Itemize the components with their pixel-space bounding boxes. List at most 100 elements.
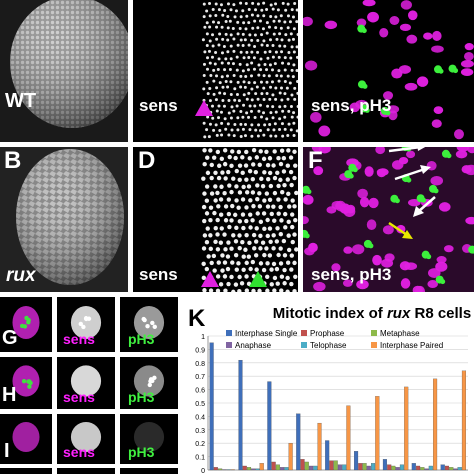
nucleus-dot	[220, 25, 224, 29]
nucleus-dot	[222, 260, 228, 265]
nucleus-dot	[219, 184, 224, 189]
nucleus-dot	[230, 105, 234, 109]
nucleus-dot	[272, 288, 277, 292]
nucleus-dot	[282, 267, 287, 273]
nucleus-dot	[208, 14, 212, 18]
bar-prophase	[358, 463, 363, 471]
nucleus-dot	[271, 43, 275, 47]
nucleus-dot	[278, 246, 283, 251]
bar-telophase	[428, 465, 433, 471]
nucleus-dot	[243, 122, 247, 126]
nucleus-dot	[220, 253, 225, 258]
nucleus-dot	[284, 33, 288, 37]
nucleus-dot	[237, 288, 242, 292]
nucleus-dot	[262, 39, 266, 43]
nucleus-dot	[435, 261, 448, 272]
nucleus-dot	[258, 149, 263, 154]
nucleus-dot	[292, 50, 296, 54]
nucleus-dot	[258, 19, 262, 23]
nucleus-dot	[279, 14, 283, 18]
nucleus-dot	[281, 169, 287, 174]
nucleus-dot	[304, 60, 318, 71]
nucleus-dot	[368, 197, 379, 209]
nucleus-dot	[255, 211, 260, 216]
nucleus-dot	[356, 18, 367, 27]
nucleus-dot	[294, 247, 298, 252]
nucleus-dot	[259, 115, 263, 119]
panel-i-merge: I	[0, 414, 52, 464]
nucleus-dot	[231, 27, 235, 31]
nucleus-dot	[264, 191, 270, 196]
nucleus-dot	[262, 98, 266, 102]
nucleus-dot	[212, 68, 216, 72]
panel-k-chart: K Mitotic index of rux R8 cells 0 0.1 0.2 0…	[186, 296, 474, 474]
nucleus-dot	[229, 274, 234, 280]
nucleus-dot	[228, 68, 232, 72]
nucleus-dot	[278, 261, 284, 266]
nucleus-dot	[287, 109, 291, 113]
nucleus-dot	[205, 155, 210, 160]
nucleus-dot	[271, 7, 275, 11]
legend-item: Telophase	[301, 341, 347, 350]
merge-nucleus-image	[12, 306, 40, 339]
nucleus-dot	[207, 135, 211, 139]
nucleus-dot	[233, 282, 239, 287]
nucleus-dot	[256, 97, 260, 101]
nucleus-dot	[430, 175, 444, 186]
panel-h-sens-label: sens	[63, 389, 95, 405]
nucleus-dot	[237, 245, 242, 251]
nucleus-dot	[244, 260, 249, 266]
nucleus-dot	[233, 212, 238, 218]
nucleus-dot	[252, 246, 257, 251]
nucleus-dot	[256, 26, 260, 30]
nucleus-dot	[283, 104, 287, 108]
nucleus-dot	[255, 183, 260, 188]
nucleus-dot	[331, 263, 341, 272]
nucleus-dot	[226, 85, 230, 89]
nucleus-dot	[346, 204, 356, 214]
rux-eye-sem-image	[0, 147, 128, 292]
nucleus-dot	[223, 68, 227, 72]
bar-interphase-single	[354, 451, 359, 471]
nucleus-dot	[201, 204, 207, 210]
nucleus-dot	[217, 21, 221, 25]
nucleus-dot	[266, 128, 270, 132]
nucleus-dot	[295, 68, 298, 72]
nucleus-dot	[222, 161, 228, 167]
nucleus-dot	[263, 63, 267, 67]
nucleus-dot	[280, 122, 284, 126]
nucleus-dot	[202, 15, 206, 19]
nucleus-dot	[276, 211, 281, 216]
nucleus-dot	[279, 274, 285, 279]
y-tick-label: 0.4	[195, 414, 205, 421]
nucleus-dot	[215, 25, 219, 29]
nucleus-dot	[243, 134, 247, 138]
nucleus-dot	[233, 155, 238, 161]
bar-interphase-single	[267, 381, 272, 471]
nucleus-dot	[239, 110, 243, 114]
nucleus-dot	[214, 98, 218, 102]
bar-anaphase	[366, 465, 371, 471]
nucleus-dot	[226, 197, 232, 202]
nucleus-dot	[250, 38, 254, 42]
nucleus-dot	[272, 149, 277, 154]
nucleus-dot	[219, 3, 223, 7]
mitotic-cell-dot	[306, 189, 312, 195]
nucleus-dot	[241, 254, 246, 259]
chart-title-prefix: Mitotic index of	[273, 305, 387, 322]
nucleus-dot	[250, 123, 254, 127]
nucleus-dot	[391, 68, 403, 79]
nucleus-dot	[224, 57, 228, 61]
panel-k-letter: K	[188, 305, 206, 332]
bar-anaphase	[280, 467, 285, 471]
panel-b-rux-eye-sem: B rux	[0, 147, 128, 292]
nucleus-dot	[291, 37, 295, 41]
nucleus-dot	[356, 279, 369, 290]
mitotic-cell-dot	[438, 68, 444, 74]
nucleus-dot	[289, 128, 293, 132]
nucleus-dot	[222, 104, 226, 108]
nucleus-dot	[280, 190, 285, 195]
nucleus-dot	[331, 200, 343, 210]
nucleus-dot	[283, 56, 287, 60]
nucleus-dot	[223, 9, 227, 13]
